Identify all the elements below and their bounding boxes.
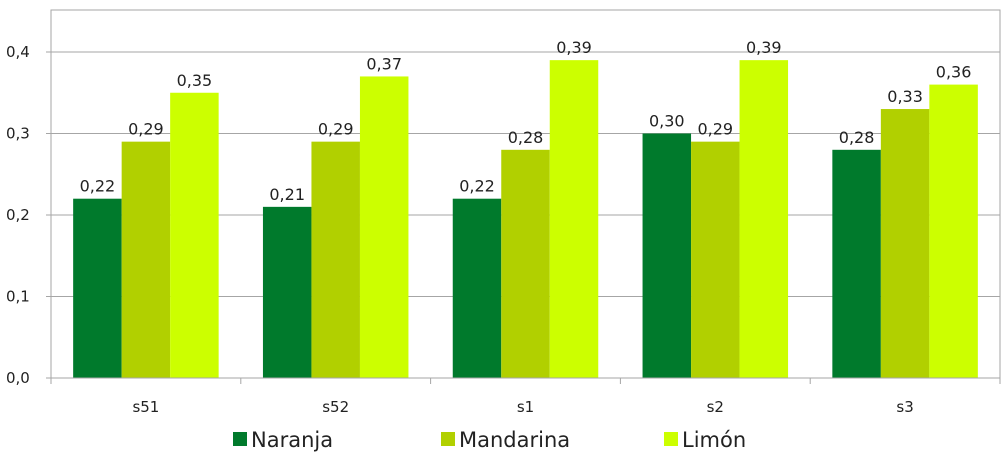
legend-swatch — [441, 432, 455, 446]
data-label: 0,29 — [318, 120, 354, 139]
x-tick-label: s3 — [896, 398, 913, 416]
x-tick-label: s1 — [517, 398, 534, 416]
bar-limón-s2 — [739, 60, 789, 379]
bar-mandarina-s52 — [311, 141, 360, 378]
bar-naranja-s52 — [262, 206, 312, 378]
data-label: 0,30 — [649, 112, 685, 131]
data-label: 0,36 — [936, 63, 972, 82]
data-label: 0,29 — [697, 120, 733, 139]
bar-mandarina-s51 — [121, 141, 171, 378]
x-tick-label: s52 — [322, 398, 349, 416]
legend-label: Limón — [682, 428, 746, 452]
data-label: 0,29 — [128, 120, 164, 139]
legend-swatch — [233, 432, 247, 446]
y-tick-label: 0,3 — [6, 125, 30, 143]
y-tick-label: 0,1 — [6, 288, 30, 306]
bar-limón-s3 — [929, 84, 978, 378]
bar-limón-s51 — [170, 92, 219, 378]
bar-limón-s52 — [359, 76, 409, 378]
bar-mandarina-s1 — [501, 149, 550, 378]
data-label: 0,21 — [269, 185, 305, 204]
data-label: 0,22 — [459, 177, 495, 196]
legend-label: Mandarina — [459, 428, 570, 452]
legend-label: Naranja — [251, 428, 333, 452]
x-tick-label: s2 — [707, 398, 724, 416]
bar-limón-s1 — [549, 60, 599, 379]
data-label: 0,22 — [80, 177, 116, 196]
data-label: 0,28 — [839, 128, 875, 147]
bar-naranja-s51 — [73, 198, 122, 378]
bar-mandarina-s3 — [880, 109, 930, 379]
bar-naranja-s2 — [642, 133, 692, 378]
y-tick-label: 0,2 — [6, 206, 30, 224]
data-label: 0,33 — [887, 87, 923, 106]
legend-swatch — [664, 432, 678, 446]
bar-naranja-s1 — [452, 198, 502, 378]
data-label: 0,35 — [177, 71, 213, 90]
data-label: 0,39 — [556, 38, 592, 57]
y-tick-label: 0,0 — [6, 369, 30, 387]
x-tick-label: s51 — [132, 398, 159, 416]
bar-mandarina-s2 — [691, 141, 740, 378]
bar-naranja-s3 — [832, 149, 881, 378]
data-label: 0,37 — [366, 54, 402, 73]
y-tick-label: 0,4 — [6, 43, 30, 61]
data-label: 0,39 — [746, 38, 782, 57]
data-label: 0,28 — [508, 128, 544, 147]
